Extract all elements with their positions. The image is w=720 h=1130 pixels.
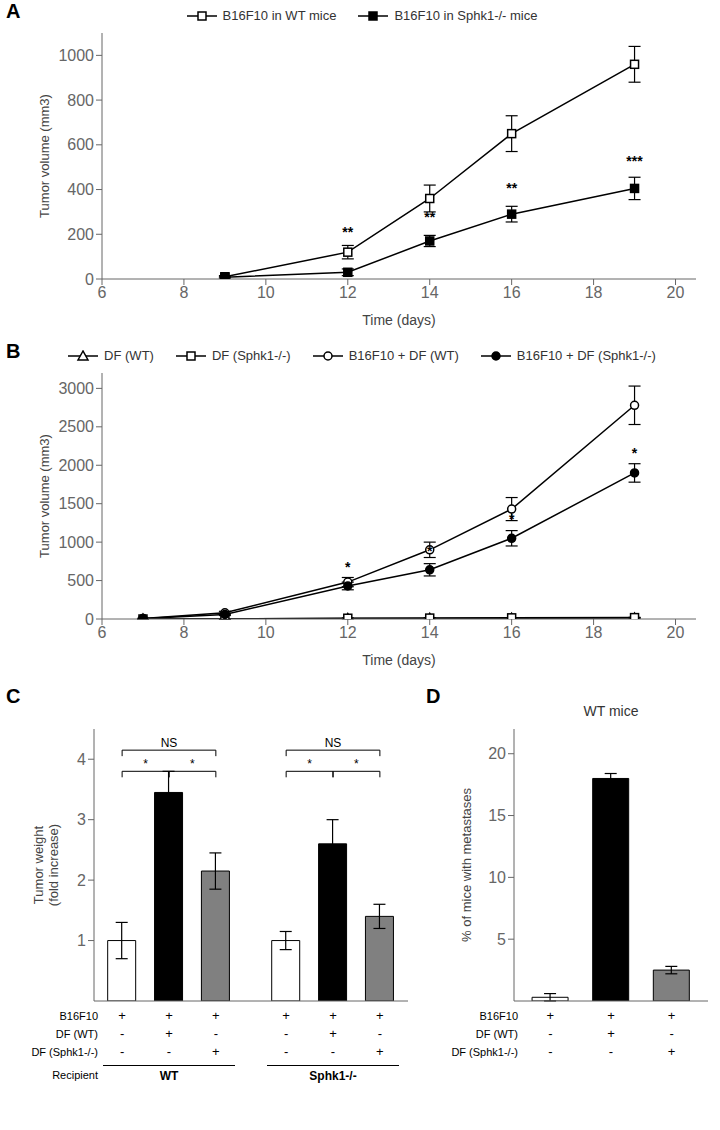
html-text:B16F10: B16F10: [479, 1010, 518, 1022]
html-text:B16F10 + DF (Sphk1-/-): B16F10 + DF (Sphk1-/-): [516, 348, 656, 363]
svg-text:18: 18: [585, 284, 603, 301]
html-text:B16F10 + DF (WT): B16F10 + DF (WT): [348, 348, 459, 363]
svg-text:10: 10: [257, 284, 275, 301]
svg-text:2000: 2000: [58, 457, 94, 474]
svg-text:NS: NS: [325, 736, 342, 750]
svg-text:2500: 2500: [58, 418, 94, 435]
svg-text:3000: 3000: [58, 380, 94, 397]
svg-text:5: 5: [497, 931, 506, 948]
html-text:DF (Sphk1-/-): DF (Sphk1-/-): [31, 1046, 98, 1058]
svg-text:1500: 1500: [58, 495, 94, 512]
svg-text:18: 18: [585, 624, 603, 641]
svg-text:*: *: [143, 757, 148, 771]
svg-text:3: 3: [77, 811, 86, 828]
svg-text:16: 16: [503, 624, 521, 641]
svg-text:*: *: [509, 511, 515, 527]
svg-text:6: 6: [98, 284, 107, 301]
svg-text:1: 1: [77, 932, 86, 949]
svg-text:NS: NS: [161, 736, 178, 750]
html-text:B16F10 in WT mice: B16F10 in WT mice: [222, 8, 337, 23]
svg-text:8: 8: [179, 624, 188, 641]
svg-text:20: 20: [667, 624, 685, 641]
svg-text:10: 10: [488, 869, 506, 886]
svg-text:500: 500: [67, 572, 94, 589]
svg-text:***: ***: [626, 153, 643, 169]
svg-text:10: 10: [257, 624, 275, 641]
svg-text:1000: 1000: [58, 534, 94, 551]
svg-text:*: *: [354, 757, 359, 771]
html-text:DF (Sphk1-/-): DF (Sphk1-/-): [211, 348, 291, 363]
svg-text:*: *: [345, 559, 351, 575]
svg-text:Time (days): Time (days): [362, 652, 435, 668]
svg-text:Tumor volume (mm3): Tumor volume (mm3): [37, 434, 52, 558]
html-text:D: D: [426, 685, 441, 707]
svg-text:*: *: [190, 757, 195, 771]
svg-text:14: 14: [421, 624, 439, 641]
svg-text:400: 400: [67, 181, 94, 198]
svg-text:% of mice with metastases: % of mice with metastases: [459, 788, 474, 942]
svg-text:12: 12: [339, 284, 357, 301]
svg-text:600: 600: [67, 136, 94, 153]
svg-text:14: 14: [421, 284, 439, 301]
svg-text:Time (days): Time (days): [362, 312, 435, 328]
svg-text:15: 15: [488, 807, 506, 824]
html-text:DF (WT): DF (WT): [104, 348, 154, 363]
svg-text:0: 0: [85, 611, 94, 628]
svg-text:800: 800: [67, 92, 94, 109]
html-text:Sphk1-/-: Sphk1-/-: [309, 1069, 357, 1083]
svg-text:16: 16: [503, 284, 521, 301]
html-text:Recipient: Recipient: [52, 1069, 98, 1081]
svg-text:200: 200: [67, 226, 94, 243]
svg-text:*: *: [307, 757, 312, 771]
svg-text:12: 12: [339, 624, 357, 641]
svg-text:1000: 1000: [58, 47, 94, 64]
html-text:A: A: [6, 0, 21, 22]
svg-text:0: 0: [85, 271, 94, 288]
html-text:DF (WT): DF (WT): [55, 1028, 98, 1040]
svg-text:**: **: [424, 209, 435, 225]
html-text:B16F10: B16F10: [59, 1010, 98, 1022]
svg-text:4: 4: [77, 751, 86, 768]
html-text:B: B: [6, 340, 21, 362]
html-text:WT: WT: [159, 1069, 179, 1083]
html-text:DF (Sphk1-/-): DF (Sphk1-/-): [451, 1046, 518, 1058]
html-text:DF (WT): DF (WT): [475, 1028, 518, 1040]
svg-text:**: **: [342, 224, 353, 240]
html-text:C: C: [6, 685, 21, 707]
html-text:B16F10 in Sphk1-/- mice: B16F10 in Sphk1-/- mice: [394, 8, 538, 23]
svg-text:2: 2: [77, 872, 86, 889]
svg-text:*: *: [427, 543, 433, 559]
html-text:WT mice: WT mice: [583, 703, 639, 719]
svg-text:Tumor volume (mm3): Tumor volume (mm3): [37, 94, 52, 218]
svg-text:Tumor weight(fold increase): Tumor weight(fold increase): [31, 824, 62, 906]
svg-text:20: 20: [488, 745, 506, 762]
svg-text:**: **: [506, 180, 517, 196]
svg-text:6: 6: [98, 624, 107, 641]
svg-text:8: 8: [179, 284, 188, 301]
svg-text:*: *: [632, 445, 638, 461]
svg-text:20: 20: [667, 284, 685, 301]
